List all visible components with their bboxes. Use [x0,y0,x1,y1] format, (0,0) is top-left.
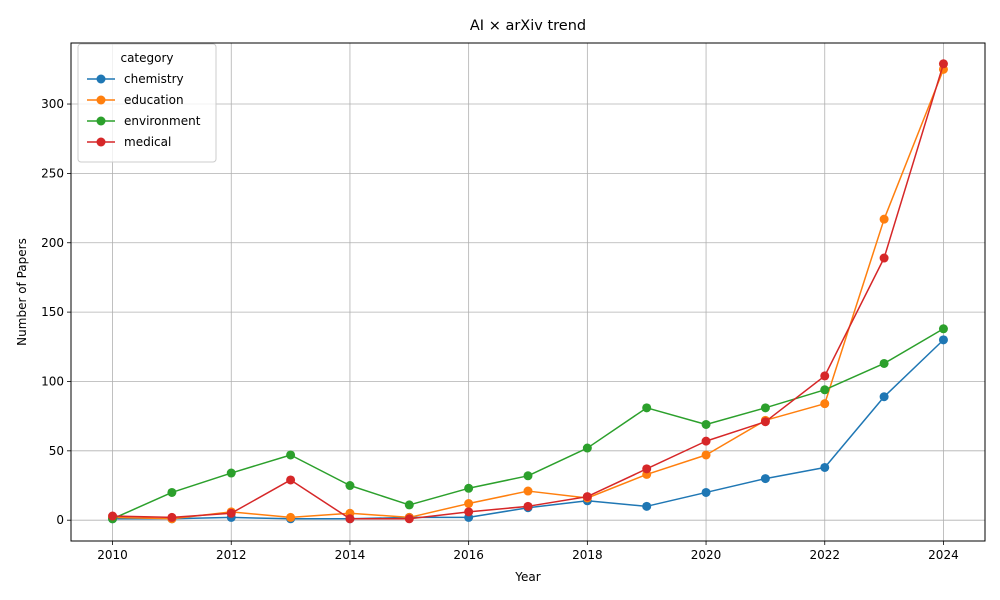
legend-label: chemistry [124,72,184,86]
data-point [701,450,711,460]
data-point [404,500,414,510]
series-education [108,64,948,524]
data-point [642,464,652,474]
y-tick-label: 200 [41,236,64,250]
data-point [879,253,889,263]
y-tick-label: 50 [49,444,64,458]
data-point [523,501,533,511]
series-medical [108,59,948,524]
data-point [286,475,296,485]
data-point [701,487,711,497]
legend-item-education: education [87,93,184,107]
data-point [820,462,830,472]
data-point [760,474,770,484]
data-point [345,514,355,524]
data-point [879,214,889,224]
x-tick-label: 2010 [97,548,128,562]
y-axis: 0 50 100 150 200 250 300 [41,97,71,527]
data-point [345,481,355,491]
data-point [642,501,652,511]
data-point [226,508,236,518]
legend-label: medical [124,135,171,149]
data-point [582,492,592,502]
x-tick-label: 2012 [216,548,247,562]
x-tick-label: 2022 [809,548,840,562]
data-point [938,335,948,345]
chart-title: AI × arXiv trend [470,18,586,34]
data-point [820,399,830,409]
data-point [167,512,177,522]
data-point [523,471,533,481]
data-point [286,450,296,460]
x-tick-label: 2014 [335,548,366,562]
legend-label: environment [124,114,201,128]
data-point [108,511,118,521]
y-tick-label: 250 [41,166,64,180]
data-point [879,392,889,402]
data-point [701,419,711,429]
data-point [760,417,770,427]
data-point [820,371,830,381]
plot-frame [70,42,986,542]
data-point [464,483,474,493]
series-layer [108,59,948,524]
grid-lines [71,43,985,541]
legend-title: category [120,51,173,65]
x-tick-label: 2016 [453,548,484,562]
data-point [760,403,770,413]
y-tick-label: 300 [41,97,64,111]
legend-label: education [124,93,184,107]
data-point [701,436,711,446]
data-point [582,443,592,453]
series-line-education [112,69,945,520]
series-environment [108,324,948,524]
legend-marker [96,116,106,126]
data-point [167,487,177,497]
data-point [464,507,474,517]
y-tick-label: 100 [41,374,64,388]
legend: category chemistry education environment med… [77,43,217,163]
legend-marker [96,137,106,147]
y-axis-label: Number of Papers [15,238,29,346]
data-point [286,512,296,522]
data-point [820,385,830,395]
legend-marker [96,74,106,84]
data-point [226,468,236,478]
x-tick-label: 2020 [691,548,722,562]
data-point [879,358,889,368]
data-point [938,324,948,334]
data-point [404,514,414,524]
data-point [523,486,533,496]
legend-item-chemistry: chemistry [87,72,184,86]
y-tick-label: 150 [41,305,64,319]
legend-item-medical: medical [87,135,171,149]
x-tick-label: 2024 [928,548,959,562]
y-tick-label: 0 [56,513,64,527]
legend-item-environment: environment [87,114,201,128]
x-tick-label: 2018 [572,548,603,562]
legend-marker [96,95,106,105]
data-point [464,499,474,509]
x-axis: 2010 2012 2014 2016 2018 2020 2022 2024 [97,541,959,562]
x-axis-label: Year [514,570,540,584]
data-point [642,403,652,413]
data-point [938,59,948,69]
legend-box [77,43,217,163]
